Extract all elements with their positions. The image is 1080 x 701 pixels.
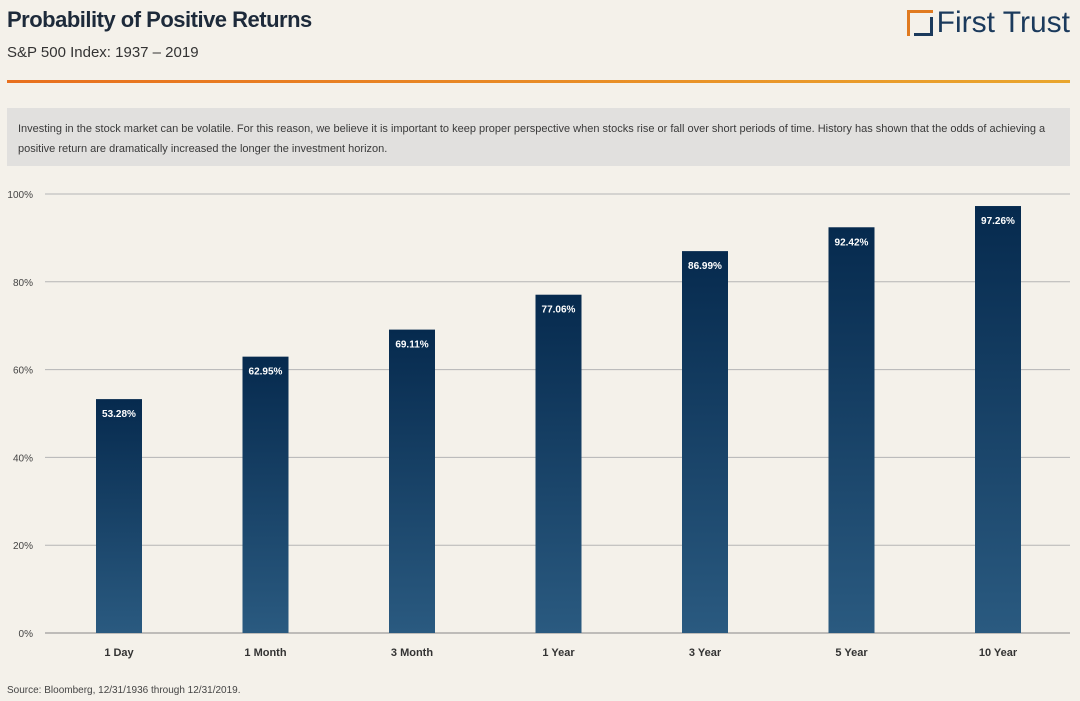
chart-subtitle: S&P 500 Index: 1937 – 2019 xyxy=(7,44,199,61)
data-label: 92.42% xyxy=(835,237,869,248)
bar xyxy=(828,227,875,634)
bar xyxy=(96,399,142,633)
bar xyxy=(975,206,1021,633)
data-label: 53.28% xyxy=(102,409,136,420)
header-divider xyxy=(7,80,1070,83)
x-tick-label: 3 Year xyxy=(689,647,722,659)
y-tick-label: 80% xyxy=(13,278,33,289)
y-tick-label: 60% xyxy=(13,366,33,377)
x-tick-label: 1 Month xyxy=(244,647,286,659)
x-tick-label: 3 Month xyxy=(391,647,433,659)
data-label: 62.95% xyxy=(249,367,283,378)
bar xyxy=(389,329,435,633)
chart-title: Probability of Positive Returns xyxy=(7,7,312,32)
x-tick-label: 1 Year xyxy=(542,647,575,659)
x-tick-label: 5 Year xyxy=(835,647,868,659)
bar xyxy=(242,356,289,633)
y-tick-label: 0% xyxy=(19,629,34,640)
y-tick-label: 20% xyxy=(13,541,33,552)
y-tick-label: 40% xyxy=(13,453,33,464)
x-tick-label: 1 Day xyxy=(104,647,134,659)
x-tick-label: 10 Year xyxy=(979,647,1018,659)
brand-logo: First Trust xyxy=(906,6,1070,40)
logo-mark-icon xyxy=(906,10,933,36)
data-label: 86.99% xyxy=(688,261,722,272)
logo-text: First Trust xyxy=(936,6,1070,39)
data-label: 69.11% xyxy=(395,340,428,351)
intro-text: Investing in the stock market can be vol… xyxy=(7,108,1070,166)
y-tick-label: 100% xyxy=(7,190,33,201)
bar xyxy=(682,251,728,634)
data-label: 77.06% xyxy=(542,305,576,316)
bar xyxy=(535,294,582,633)
source-note: Source: Bloomberg, 12/31/1936 through 12… xyxy=(7,685,241,696)
data-label: 97.26% xyxy=(981,216,1015,227)
